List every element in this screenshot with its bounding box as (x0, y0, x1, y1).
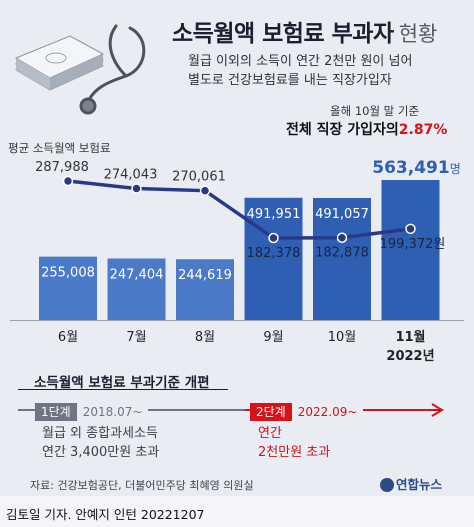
bar-3 (176, 259, 234, 320)
line-label-4: 182,378 (247, 246, 301, 261)
stage2-desc-line-2: 2천만원 초과 (258, 445, 331, 460)
line-point-4 (268, 232, 279, 244)
reform-title-underline (18, 389, 228, 390)
stage2-date: 2022.09~ (291, 403, 364, 421)
x-tick-label-6: 11월 (395, 329, 425, 345)
stage2-desc-line-1: 연간 (258, 426, 282, 441)
x-tick-label-3: 8월 (195, 330, 215, 345)
title-main: 소득월액 보험료 부과자 (172, 21, 394, 47)
source-note: 자료: 건강보험공단, 더불어민주당 최혜영 의원실 (30, 479, 254, 492)
credit: 김토일 기자. 안예지 인턴 20221207 (6, 507, 205, 522)
bar-label-5: 491,057 (315, 207, 369, 222)
reform-title: 소득월액 보험료 부과기준 개편 (34, 375, 210, 391)
stethoscope-icon (79, 24, 146, 115)
line-point-3 (199, 185, 211, 196)
callout-date: 올해 10월 말 기준 (330, 104, 420, 118)
stage1-date: 2018.07~ (76, 403, 149, 421)
x-tick-sublabel: 2022년 (386, 349, 434, 364)
bar-label-1: 255,008 (41, 266, 95, 281)
stage2-label: 2단계 (250, 403, 292, 421)
line-label-6: 199,372원 (380, 237, 446, 252)
logo: 연합뉴스 (380, 474, 442, 493)
bar-2 (107, 258, 166, 320)
stage1-label: 1단계 (35, 403, 77, 421)
bar-4 (244, 197, 303, 320)
line-point-5 (336, 232, 348, 243)
line-label-3: 270,061 (172, 170, 226, 185)
bar-label-4: 491,951 (247, 207, 301, 222)
bar-6 (381, 180, 440, 320)
line-point-1 (62, 175, 74, 187)
bar-label-3: 244,619 (178, 268, 232, 283)
stage1-desc-line-2: 연간 3,400만원 초과 (42, 445, 160, 460)
line-label-unit: 원 (433, 237, 445, 252)
x-tick-label-2: 7월 (126, 330, 146, 345)
stage1-desc: 월급 외 종합과세소득 연간 3,400만원 초과 (42, 424, 159, 462)
line-label-5: 182,878 (315, 246, 369, 261)
title-light: 현황 (398, 22, 438, 46)
line-label-1: 287,988 (35, 160, 89, 175)
bar-1 (39, 256, 97, 320)
chart: 평균 소득월액 보험료 255,008 247,404 244,619 491,951 4… (8, 141, 464, 364)
callout-share: 전체 직장 가입자의2.87% (286, 119, 447, 139)
money-stack-icon (14, 35, 105, 91)
x-tick-label-4: 9월 (263, 330, 283, 345)
line-legend-label: 평균 소득월액 보험료 (8, 141, 111, 155)
stage2-desc: 연간 2천만원 초과 (258, 424, 330, 462)
line-point-2 (131, 183, 142, 194)
line-series-path (67, 179, 411, 240)
timeline-arrowhead (431, 403, 444, 417)
bar-label-unit: 명 (450, 162, 461, 176)
callout-value: 2.87% (398, 122, 448, 138)
page-title: 소득월액 보험료 부과자 현황 (172, 14, 437, 48)
line-point-6 (405, 223, 416, 235)
x-tick-label-1: 6월 (58, 330, 78, 345)
bar-5 (313, 197, 371, 320)
bar-label-2: 247,404 (110, 268, 164, 283)
x-tick-label-5: 10월 (328, 330, 357, 345)
credit-bar (0, 496, 474, 527)
subtitle: 월급 이외의 소득이 연간 2천만 원이 넘어 별도로 건강보험료를 내는 직장… (188, 52, 412, 90)
line-label-2: 274,043 (104, 168, 158, 183)
subtitle-line-2: 별도로 건강보험료를 내는 직장가입자 (188, 73, 392, 88)
bar-label-6: 563,491명 (372, 158, 460, 178)
money-stethoscope-illustration (14, 24, 146, 115)
stage1-desc-line-1: 월급 외 종합과세소득 (42, 426, 158, 441)
logo-mark-icon (380, 477, 394, 492)
subtitle-line-1: 월급 이외의 소득이 연간 2천만 원이 넘어 (188, 54, 413, 69)
logo-text: 연합뉴스 (396, 477, 443, 492)
stage1-tag: 1단계 2018.07~ (35, 401, 149, 421)
stage2-tag: 2단계 2022.09~ (250, 401, 364, 421)
callout-prefix: 전체 직장 가입자의 (286, 122, 399, 138)
